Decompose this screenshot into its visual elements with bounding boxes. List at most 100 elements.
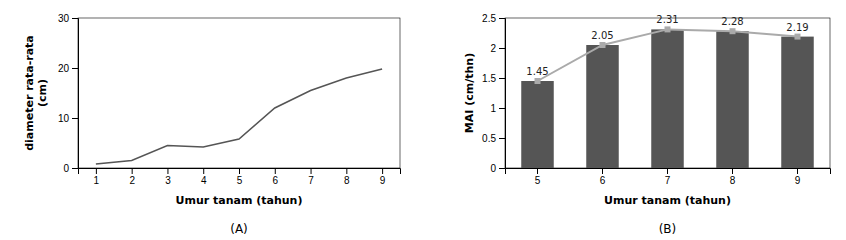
- bar: [781, 37, 814, 168]
- tick-label: 7: [665, 175, 671, 186]
- axis-line: [72, 19, 79, 169]
- plot-frame: [505, 18, 830, 168]
- data-label: 2.31: [656, 14, 678, 25]
- tick-label: 8: [344, 175, 350, 186]
- tick: 7: [665, 168, 671, 186]
- tick: 2: [129, 168, 135, 186]
- tick-label: 9: [795, 175, 801, 186]
- tick-mark: [602, 168, 603, 174]
- tick-mark: [667, 168, 668, 174]
- y-axis-title: MAI (cm/thn): [463, 53, 476, 133]
- tick: 0.5: [482, 133, 505, 144]
- tick-label: 1.5: [482, 73, 496, 84]
- tick: 1.5: [482, 73, 505, 84]
- tick: 4: [201, 168, 207, 186]
- tick: 5: [535, 168, 541, 186]
- tick-mark: [311, 168, 312, 174]
- tick-mark: [239, 168, 240, 174]
- x-axis-title: Umur tanam (tahun): [604, 194, 731, 207]
- tick-mark: [203, 168, 204, 174]
- tick-mark: [167, 168, 168, 174]
- tick-mark: [537, 168, 538, 174]
- tick-label: 1: [94, 175, 100, 186]
- y-axis-title: diameter rata-rata(cm): [23, 35, 49, 151]
- axis-line: [506, 169, 831, 175]
- tick-label: 0.5: [482, 133, 496, 144]
- tick-label: 20: [58, 63, 70, 74]
- data-label: 1.45: [526, 66, 548, 77]
- tick: 2: [490, 43, 505, 54]
- plot-area: [96, 69, 382, 164]
- tick: 8: [344, 168, 350, 186]
- plot-frame: [78, 18, 400, 168]
- line: [538, 29, 798, 81]
- line: [96, 69, 382, 164]
- tick-label: 4: [201, 175, 207, 186]
- tick-mark: [72, 68, 78, 69]
- tick-label: 6: [600, 175, 606, 186]
- tick-mark: [499, 78, 505, 79]
- figure: 0102030123456789Umur tanam (tahun)diamet…: [0, 0, 846, 240]
- tick: 3: [165, 168, 171, 186]
- bar: [521, 81, 554, 168]
- tick-mark: [96, 168, 97, 174]
- x-axis: 5 6 7 8 9: [506, 168, 831, 186]
- data-labels: 1.45 2.05 2.31 2.28 2.19: [526, 14, 808, 77]
- data-label: 2.28: [721, 16, 743, 27]
- tick-label: 7: [308, 175, 314, 186]
- tick-mark: [132, 168, 133, 174]
- tick-mark: [72, 118, 78, 119]
- tick: 20: [58, 63, 78, 74]
- tick: 8: [730, 168, 736, 186]
- tick-mark: [382, 168, 383, 174]
- tick-label: 2.5: [482, 13, 496, 24]
- axis-line: [79, 169, 401, 175]
- panel-caption: (B): [659, 222, 677, 236]
- tick-mark: [499, 108, 505, 109]
- tick: 9: [795, 168, 801, 186]
- bar: [651, 29, 684, 168]
- marker: [600, 42, 606, 48]
- tick-label: 1: [490, 103, 496, 114]
- tick-mark: [499, 18, 505, 19]
- bar: [586, 45, 619, 168]
- tick-label: 0: [490, 163, 496, 174]
- tick: 1: [94, 168, 100, 186]
- tick: 7: [308, 168, 314, 186]
- marker: [665, 26, 671, 32]
- tick: 6: [272, 168, 278, 186]
- tick-label: 2: [490, 43, 496, 54]
- tick-label: 5: [535, 175, 541, 186]
- tick-mark: [797, 168, 798, 174]
- tick-mark: [72, 168, 78, 169]
- tick: 0: [63, 163, 78, 174]
- axis-line: [499, 19, 506, 169]
- tick-label: 10: [58, 113, 70, 124]
- data-label: 2.05: [591, 30, 613, 41]
- panel-caption: (A): [230, 222, 248, 236]
- bar: [716, 31, 749, 168]
- panel: 0 10 20 30 1 2 3 4 5 6 7 8 9 Umur tanam (tahun) diamet…: [23, 13, 401, 236]
- tick-label: 0: [63, 163, 69, 174]
- tick-mark: [499, 168, 505, 169]
- marker: [730, 28, 736, 34]
- tick-mark: [275, 168, 276, 174]
- x-axis-title: Umur tanam (tahun): [176, 194, 303, 207]
- tick: 10: [58, 113, 78, 124]
- tick-label: 30: [58, 13, 70, 24]
- tick-label: 3: [165, 175, 171, 186]
- y-axis: 0 0.5 1 1.5 2 2.5: [482, 13, 505, 174]
- tick-label: 6: [272, 175, 278, 186]
- tick-label: 5: [237, 175, 243, 186]
- x-axis: 1 2 3 4 5 6 7 8 9: [79, 168, 401, 186]
- tick: 9: [380, 168, 386, 186]
- tick: 30: [58, 13, 78, 24]
- tick-mark: [499, 138, 505, 139]
- tick-mark: [732, 168, 733, 174]
- data-label: 2.19: [786, 22, 808, 33]
- tick: 2.5: [482, 13, 505, 24]
- plot-area: [521, 26, 814, 168]
- tick-mark: [346, 168, 347, 174]
- tick: 0: [490, 163, 505, 174]
- marker: [535, 78, 541, 84]
